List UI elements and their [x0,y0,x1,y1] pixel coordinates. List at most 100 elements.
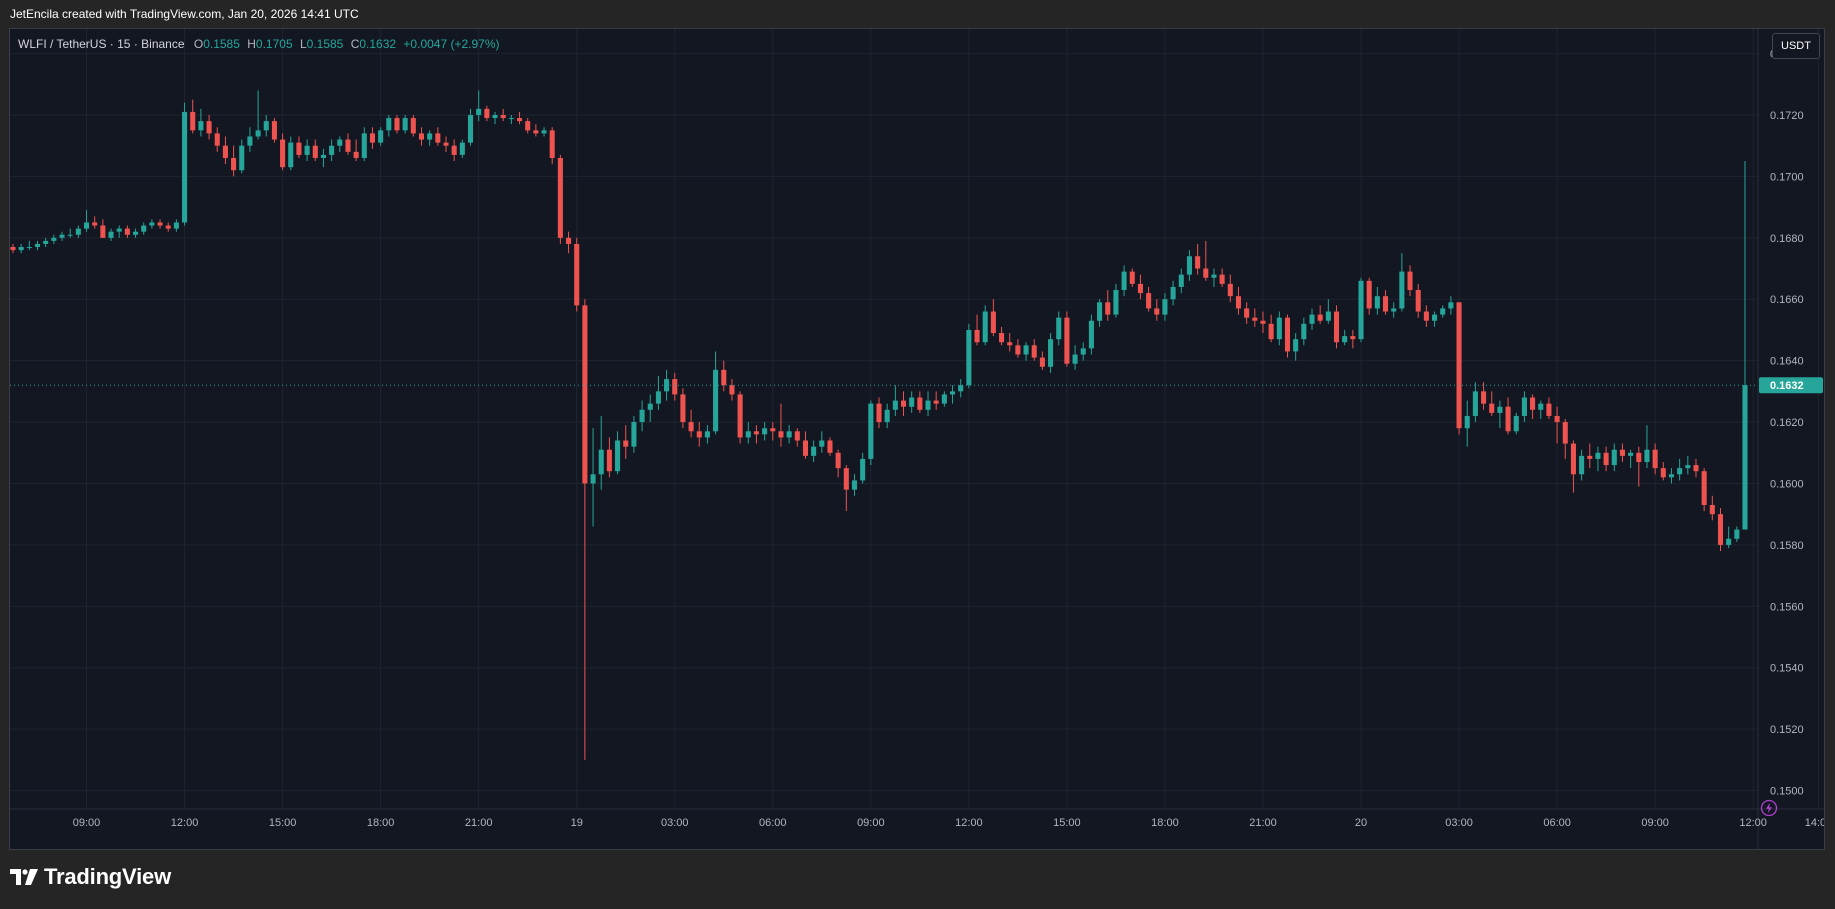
candle [688,409,694,438]
candle-body [149,222,155,226]
candle [1611,443,1617,472]
lightning-icon[interactable] [1760,799,1778,817]
candle [819,431,825,453]
candle [925,391,931,416]
candle [108,228,114,241]
candle-body [1726,538,1732,545]
candle-body [1587,455,1593,459]
candle-body [811,446,817,456]
candle-body [868,403,874,459]
candle-body [133,231,139,235]
candle [1276,311,1282,346]
candle [182,102,188,226]
candle [500,108,506,122]
candle-body [1358,280,1364,340]
currency-button[interactable]: USDT [1772,33,1820,59]
candle [1097,299,1103,327]
legend-symbol: WLFI / TetherUS · 15 · Binance [18,37,185,51]
candle-body [1317,314,1323,321]
candle-body [26,247,32,249]
candle [598,415,604,490]
candle-body [1734,529,1740,539]
candle-body [1440,308,1446,315]
candle-body [843,468,849,490]
candle-body [353,151,359,158]
candle-body [451,145,457,155]
candle-body [851,480,858,490]
candle [1668,468,1675,484]
candle [1497,400,1503,429]
time-tick-label: 03:00 [1445,817,1473,829]
candle [1325,299,1331,324]
candle [680,388,686,429]
candle-body [1709,504,1715,515]
candle-body [34,243,41,248]
candle [1456,302,1462,435]
candle-body [1342,336,1348,343]
candle [1252,308,1258,327]
candle-body [1097,302,1103,321]
candle-body [1178,274,1184,287]
candle-body [827,440,833,453]
price-chart[interactable]: 0.17400.17200.17000.16800.16600.16400.16… [10,29,1824,849]
candle [1219,268,1225,287]
candle-body [1325,311,1331,321]
candle-body [1219,274,1225,284]
candle [1048,333,1054,373]
candle [18,243,24,254]
candle [958,379,964,398]
candle [778,403,784,447]
candle [1481,382,1487,410]
candle-body [206,121,212,134]
candle-body [1195,256,1201,269]
candle [1301,317,1307,346]
candle-body [876,403,882,423]
candle-body [1407,271,1413,291]
candle-body [909,397,915,407]
candle-body [933,400,939,404]
candle-body [639,409,645,423]
candle-body [43,240,49,244]
candle [557,154,563,244]
candle [484,105,490,122]
candle-body [582,305,588,484]
grid [10,29,1820,809]
candle [1064,311,1070,367]
legend-close-label: C [350,37,360,51]
tradingview-logo[interactable]: TradingView [10,864,171,890]
candle [1309,308,1315,330]
candle [1162,293,1168,321]
candle [1472,382,1478,423]
candle [541,127,547,137]
candle-body [737,394,743,438]
candle-body [990,311,996,334]
chart-pane[interactable]: 0.17400.17200.17000.16800.16600.16400.16… [9,28,1825,850]
candle-body [753,431,759,435]
candle [1203,240,1209,281]
candle-body [418,133,425,140]
candle [1440,305,1446,318]
candle [1603,446,1609,472]
candle [753,425,759,444]
candle [1407,265,1413,297]
price-tick-label: 0.1700 [1770,171,1804,183]
candle-body [1538,403,1544,410]
candle-body [566,237,572,244]
candle-body [590,474,596,484]
candle [851,474,858,496]
candle [1644,425,1650,469]
candle-body [329,145,335,155]
candle-body [1235,296,1242,309]
candle [1489,391,1495,416]
candle [1464,400,1470,447]
candle [615,431,621,475]
candle [467,108,474,146]
candle-body [1146,293,1152,309]
candle [1088,314,1094,355]
candle [999,326,1005,346]
candle [451,139,457,162]
candle [786,425,792,444]
candle [1374,286,1380,315]
candle [745,422,751,444]
candle-body [1472,391,1478,416]
